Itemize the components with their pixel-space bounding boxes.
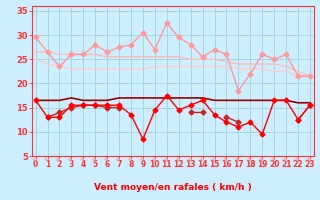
X-axis label: Vent moyen/en rafales ( km/h ): Vent moyen/en rafales ( km/h ) — [94, 183, 252, 192]
